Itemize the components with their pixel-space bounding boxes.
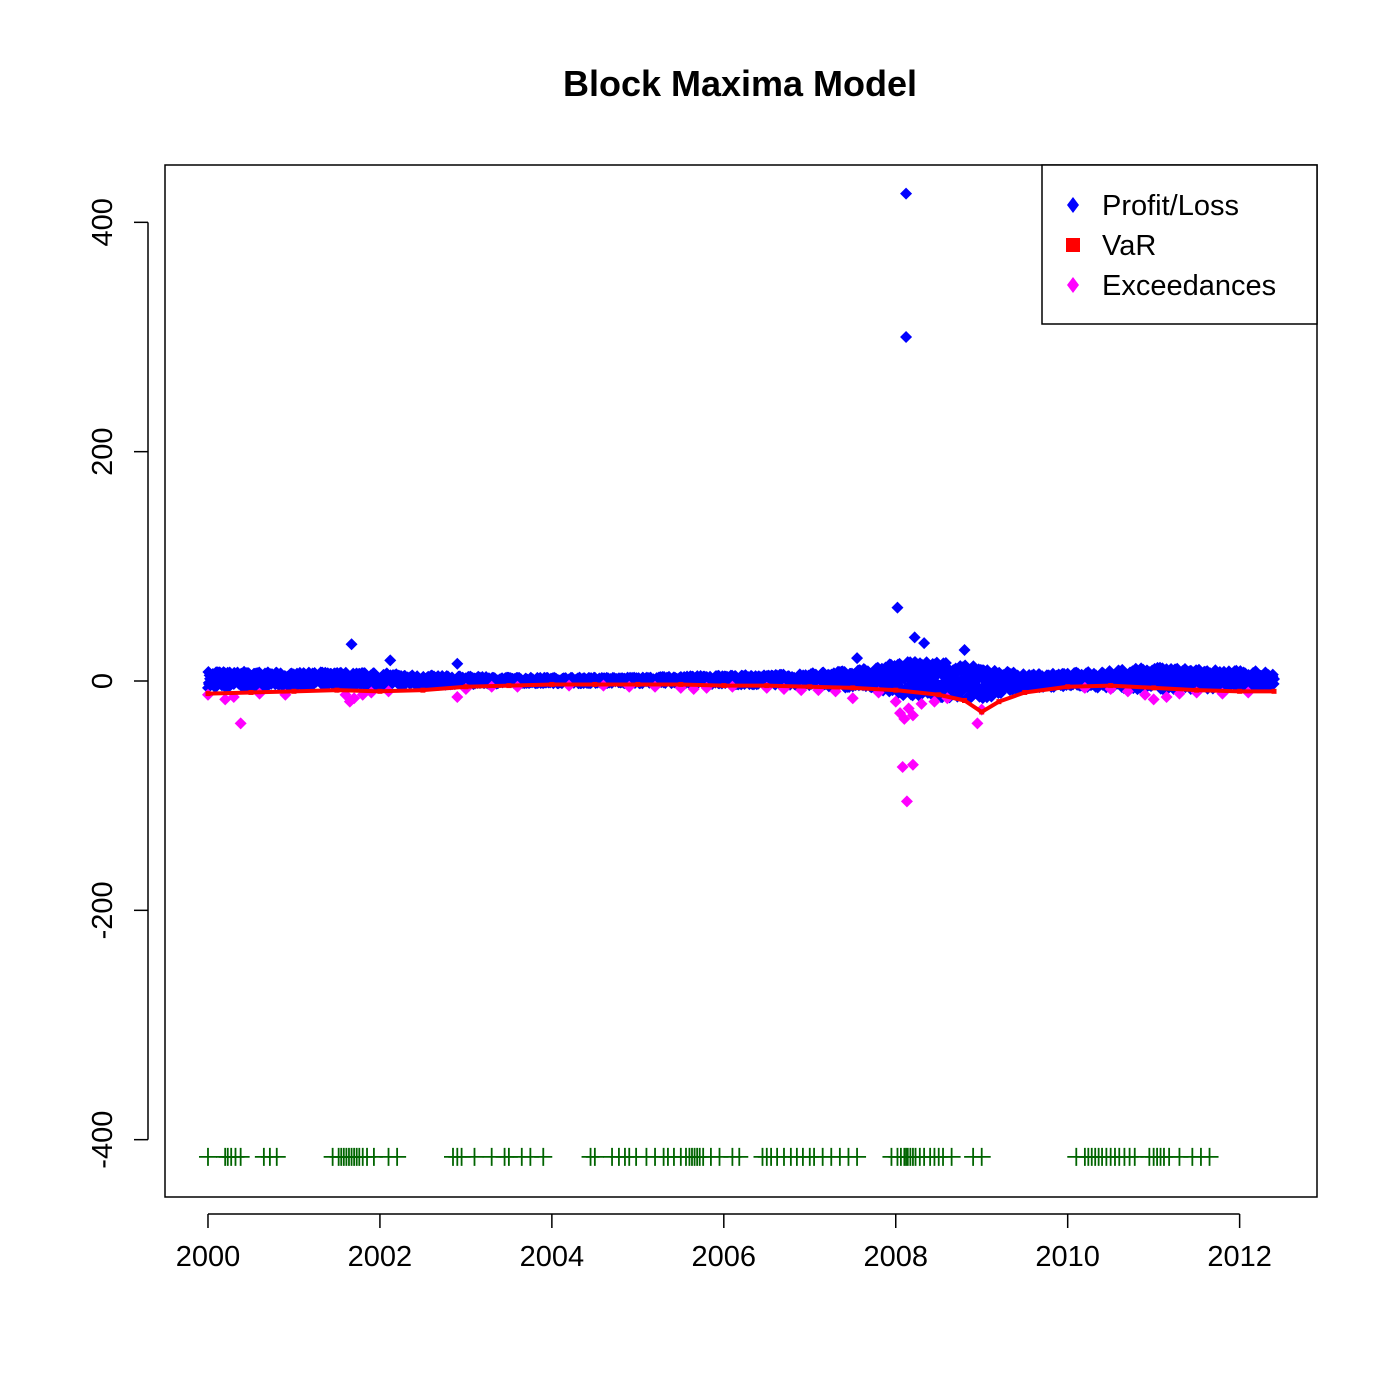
var-point bbox=[1065, 684, 1071, 690]
exceedance-point bbox=[1160, 691, 1173, 704]
var-point bbox=[678, 681, 684, 687]
legend-marker-profit-loss bbox=[1067, 197, 1079, 213]
var-point bbox=[463, 684, 469, 690]
y-tick-label: -400 bbox=[87, 1111, 119, 1169]
exceedance-rug bbox=[198, 1147, 1219, 1166]
var-point bbox=[377, 688, 383, 694]
rug-mark bbox=[1200, 1147, 1219, 1166]
profit-loss-point bbox=[345, 638, 358, 651]
profit-loss-point bbox=[451, 657, 464, 670]
var-point bbox=[979, 709, 985, 715]
var-point bbox=[721, 683, 727, 689]
var-point bbox=[291, 688, 297, 694]
exceedance-point bbox=[928, 695, 941, 708]
var-point bbox=[1151, 685, 1157, 691]
legend-label-exceedances: Exceedances bbox=[1102, 270, 1276, 302]
plot-area bbox=[198, 187, 1281, 1166]
var-point bbox=[635, 681, 641, 687]
var-point bbox=[205, 691, 211, 697]
profit-loss-point bbox=[900, 331, 913, 343]
profit-loss-point bbox=[891, 601, 904, 614]
var-point bbox=[1194, 687, 1200, 693]
legend-box bbox=[1041, 164, 1318, 325]
rug-mark bbox=[534, 1147, 553, 1166]
var-point bbox=[996, 699, 1002, 705]
rug-mark bbox=[388, 1147, 407, 1166]
var-point bbox=[962, 697, 968, 703]
rug-mark bbox=[942, 1147, 961, 1166]
rug-mark bbox=[972, 1147, 991, 1166]
exceedance-point bbox=[896, 761, 909, 773]
rug-mark bbox=[198, 1147, 217, 1166]
exceedance-point bbox=[906, 758, 919, 771]
var-point bbox=[764, 683, 770, 689]
var-point bbox=[549, 681, 555, 687]
var-point bbox=[506, 683, 512, 689]
chart-title: Block Maxima Model bbox=[563, 63, 917, 104]
exceedance-point bbox=[915, 697, 928, 710]
x-tick-label: 2012 bbox=[1207, 1241, 1272, 1273]
rug-mark bbox=[231, 1147, 250, 1166]
rug-mark bbox=[465, 1147, 484, 1166]
var-line bbox=[207, 682, 1275, 714]
var-point bbox=[936, 692, 942, 698]
y-tick-label: 400 bbox=[87, 198, 119, 246]
y-tick-label: 0 bbox=[87, 673, 119, 689]
rug-mark bbox=[267, 1147, 286, 1166]
x-tick-label: 2006 bbox=[692, 1241, 757, 1273]
var-point bbox=[592, 681, 598, 687]
series-exceedances bbox=[201, 679, 1255, 808]
legend-marker-exceedances bbox=[1067, 277, 1079, 293]
x-tick-label: 2008 bbox=[863, 1241, 928, 1273]
x-tick-label: 2010 bbox=[1035, 1241, 1100, 1273]
exceedance-point bbox=[348, 692, 361, 705]
legend: Profit/Loss VaR Exceedances bbox=[1041, 164, 1318, 325]
legend-label-profit-loss: Profit/Loss bbox=[1102, 190, 1239, 222]
rug-mark bbox=[730, 1147, 749, 1166]
y-tick-label: 200 bbox=[87, 427, 119, 475]
var-point bbox=[1022, 689, 1028, 695]
profit-loss-point bbox=[851, 652, 864, 665]
legend-label-var: VaR bbox=[1102, 230, 1156, 262]
exceedance-point bbox=[900, 795, 913, 808]
exceedance-point bbox=[898, 712, 911, 725]
rug-mark bbox=[585, 1147, 604, 1166]
exceedance-point bbox=[1139, 688, 1152, 701]
exceedance-point bbox=[906, 709, 919, 722]
rug-mark bbox=[848, 1147, 867, 1166]
var-point bbox=[807, 684, 813, 690]
var-point bbox=[334, 687, 340, 693]
exceedance-point bbox=[1147, 693, 1160, 706]
exceedance-point bbox=[971, 717, 984, 730]
profit-loss-point bbox=[908, 631, 921, 644]
profit-loss-point bbox=[900, 187, 913, 200]
exceedance-point bbox=[889, 695, 902, 708]
x-tick-label: 2000 bbox=[176, 1241, 241, 1273]
profit-loss-point bbox=[1268, 672, 1281, 685]
exceedance-point bbox=[219, 693, 232, 706]
var-point bbox=[420, 687, 426, 693]
y-tick-label: -200 bbox=[87, 881, 119, 939]
var-point bbox=[248, 689, 254, 695]
profit-loss-point bbox=[384, 654, 397, 667]
var-point bbox=[1271, 688, 1277, 694]
plot-frame bbox=[164, 164, 1318, 1198]
var-point bbox=[1237, 688, 1243, 694]
exceedance-point bbox=[846, 692, 859, 705]
x-axis: 2000 2002 2004 2006 2008 2010 2012 bbox=[176, 1213, 1272, 1273]
var-point bbox=[893, 687, 899, 693]
x-tick-label: 2002 bbox=[348, 1241, 413, 1273]
var-point bbox=[850, 685, 856, 691]
x-tick-label: 2004 bbox=[520, 1241, 585, 1273]
series-var bbox=[205, 681, 1277, 715]
profit-loss-point bbox=[918, 637, 931, 650]
legend-marker-var bbox=[1066, 238, 1080, 252]
var-point bbox=[1108, 683, 1114, 689]
exceedance-point bbox=[451, 691, 464, 704]
y-axis: -400 -200 0 200 400 bbox=[87, 198, 149, 1169]
exceedance-point bbox=[234, 717, 247, 730]
profit-loss-point bbox=[958, 644, 971, 657]
